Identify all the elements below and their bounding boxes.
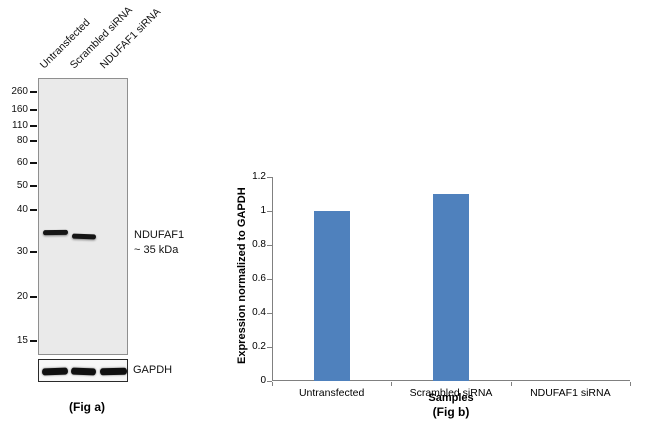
y-tick-mark	[267, 381, 272, 382]
y-tick-label: 1.2	[252, 171, 266, 182]
mw-marker-label: 15	[16, 335, 28, 346]
mw-marker-label: 80	[16, 135, 28, 146]
y-tick-mark	[267, 347, 272, 348]
y-tick-label: 0.2	[252, 341, 266, 352]
mw-marker-label: 260	[11, 86, 28, 97]
gapdh-band-ndufaf1	[99, 367, 128, 376]
gapdh-loading-control-blot	[38, 359, 128, 382]
mw-marker-label: 40	[16, 204, 28, 215]
mw-marker-tick	[30, 209, 37, 211]
mw-marker-label: 110	[12, 120, 28, 131]
x-tick-mark	[272, 382, 273, 386]
mw-marker-label: 160	[11, 104, 28, 115]
x-tick-mark	[630, 382, 631, 386]
y-tick-mark	[267, 177, 272, 178]
gapdh-band-untransfected	[41, 367, 69, 376]
x-category-label: Untransfected	[298, 387, 365, 399]
mw-marker-tick	[30, 140, 37, 142]
chart-bar	[433, 194, 469, 381]
chart-bar	[313, 211, 350, 381]
y-tick-mark	[267, 313, 272, 314]
mw-marker-tick	[30, 109, 37, 111]
mw-marker-tick	[30, 340, 37, 342]
y-tick-mark	[267, 279, 272, 280]
western-blot-panel: NDUFAF1 ~ 35 kDa GAPDH (Fig a) Untransfe…	[0, 0, 230, 428]
fig-b-caption: (Fig b)	[432, 405, 470, 419]
mw-marker-tick	[30, 91, 37, 93]
mw-marker-label: 20	[16, 291, 28, 302]
x-tick-mark	[391, 382, 393, 386]
x-tick-mark	[510, 382, 512, 386]
y-tick-mark	[267, 211, 272, 212]
mw-marker-tick	[30, 162, 37, 164]
x-category-label: NDUFAF1 siRNA	[530, 387, 611, 399]
gapdh-band-scrambled	[70, 367, 97, 376]
x-axis-title: Samples	[428, 392, 474, 404]
protein-band-scrambled	[71, 233, 97, 240]
y-tick-label: 0	[260, 375, 266, 386]
gel-blot-image	[38, 78, 128, 355]
mw-marker-label: 50	[16, 180, 28, 191]
target-band-annotation: NDUFAF1 ~ 35 kDa	[134, 229, 185, 256]
protein-band-untransfected	[42, 229, 69, 236]
gapdh-label: GAPDH	[133, 364, 173, 376]
mw-marker-tick	[30, 296, 37, 298]
mw-marker-tick	[30, 185, 37, 187]
fig-a-caption: (Fig a)	[69, 400, 105, 414]
bar-chart-panel: Expression normalized to GAPDH Samples (…	[230, 0, 650, 428]
mw-marker-label: 30	[16, 246, 28, 257]
y-tick-label: 0.8	[252, 239, 266, 250]
mw-marker-tick	[30, 251, 37, 253]
mw-marker-tick	[30, 125, 37, 127]
x-category-label: Scrambled siRNA	[409, 387, 493, 399]
y-tick-mark	[267, 245, 272, 246]
y-tick-label: 0.4	[252, 307, 266, 318]
y-tick-label: 1	[260, 205, 266, 216]
mw-marker-label: 60	[16, 157, 28, 168]
y-tick-label: 0.6	[252, 273, 266, 284]
